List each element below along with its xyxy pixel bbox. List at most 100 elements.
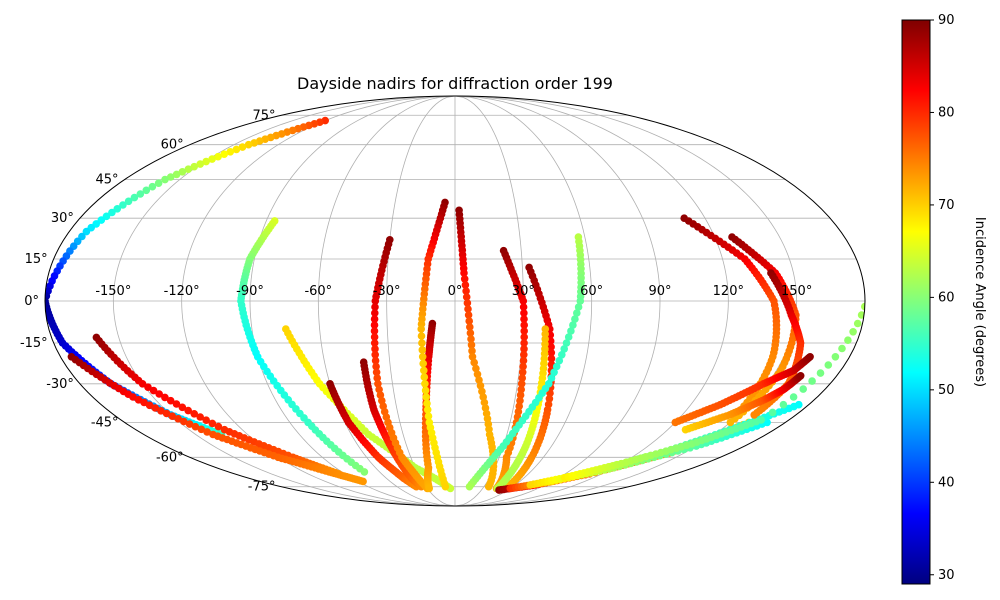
nadir-point (145, 401, 154, 410)
nadir-point (460, 275, 469, 283)
nadir-point (571, 315, 579, 323)
nadir-point (421, 380, 429, 388)
nadir-point (149, 386, 158, 395)
graticule (45, 95, 865, 507)
nadir-point (166, 173, 175, 181)
nadir-point (372, 362, 380, 371)
nadir-point (184, 165, 193, 173)
nadir-point (108, 208, 116, 217)
lon-tick-label: 60° (580, 284, 603, 299)
nadir-point (238, 143, 247, 151)
lon-tick-label: -60° (304, 284, 332, 299)
data-points (45, 116, 865, 494)
nadir-point (220, 150, 228, 158)
nadir-point (520, 327, 528, 335)
lat-tick-label: -45° (91, 415, 119, 430)
nadir-point (119, 201, 127, 209)
nadir-point (418, 353, 427, 361)
nadir-point (484, 482, 493, 491)
nadir-point (154, 179, 163, 187)
nadir-point (569, 321, 577, 329)
nadir-point (203, 428, 211, 436)
nadir-point (374, 380, 382, 388)
nadir-point (795, 400, 803, 409)
nadir-point (172, 400, 181, 408)
nadir-point (370, 321, 379, 329)
nadir-point (130, 193, 139, 202)
nadir-point (148, 182, 157, 191)
nadir-point (417, 325, 426, 333)
nadir-point (196, 160, 204, 168)
nadir-point (520, 321, 528, 329)
nadir-point (419, 359, 428, 368)
nadir-point (520, 351, 528, 359)
nadir-point (420, 373, 429, 381)
nadir-point (547, 343, 555, 351)
nadir-point (757, 416, 765, 424)
nadir-point (468, 353, 477, 361)
nadir-point (472, 364, 480, 373)
lon-tick-label: 30° (512, 284, 535, 299)
colorbar-tick-label: 80 (938, 105, 955, 120)
lon-tick-label: 90° (648, 284, 671, 299)
nadir-point (574, 303, 583, 311)
nadir-point (371, 351, 380, 359)
nadir-point (178, 403, 187, 412)
nadir-point (142, 186, 151, 195)
nadir-point (464, 305, 472, 313)
nadir-point (768, 408, 777, 417)
nadir-point (370, 327, 379, 335)
nadir-point (517, 380, 526, 388)
nadir-point (45, 292, 51, 300)
nadir-point (466, 323, 474, 331)
nadir-point (849, 328, 857, 336)
lat-tick-label: 15° (25, 252, 48, 267)
nadir-point (750, 411, 758, 419)
nadir-point (155, 390, 163, 398)
lat-tick-label: -15° (20, 336, 48, 351)
nadir-point (461, 281, 470, 289)
colorbar-ticks: 30 40 50 60 70 80 90 (930, 13, 955, 583)
nadir-point (423, 406, 432, 414)
lon-tick-label: 0° (448, 284, 463, 299)
lat-tick-label: 45° (96, 173, 119, 188)
nadir-point (547, 354, 556, 363)
nadir-point (417, 332, 426, 340)
lat-tick-label: 30° (51, 211, 74, 226)
nadir-point (517, 385, 525, 394)
lat-tick-label: -60° (156, 450, 184, 465)
lon-tick-label: -150° (95, 284, 131, 299)
nadir-point (558, 351, 566, 359)
nadir-point (808, 377, 816, 385)
nadir-point (151, 404, 160, 412)
longitude-tick-labels: -150° -120° -90° -60° -30° 0° 30° 60° 90° 120° 150… (95, 284, 812, 299)
nadir-point (191, 422, 200, 431)
nadir-point (420, 366, 428, 375)
nadir-point (360, 468, 369, 476)
nadir-point (796, 372, 805, 380)
nadir-point (779, 400, 788, 409)
nadir-point (824, 361, 833, 369)
nadir-point (831, 353, 840, 361)
nadir-point (168, 412, 177, 421)
nadir-point (799, 385, 807, 393)
nadir-point (190, 162, 198, 171)
nadir-point (418, 346, 427, 354)
nadir-point (370, 333, 379, 341)
nadir-point (552, 362, 561, 371)
nadir-point (516, 391, 525, 399)
colorbar-tick-label: 90 (938, 13, 955, 28)
nadir-point (466, 329, 475, 337)
nadir-point (359, 477, 367, 486)
nadir-point (157, 407, 165, 415)
nadir-point (460, 269, 468, 277)
lon-tick-label: 120° (713, 284, 744, 299)
nadir-point (202, 416, 210, 425)
nadir-point (370, 315, 379, 323)
nadir-point (470, 358, 479, 367)
nadir-point (424, 412, 433, 421)
nadir-point (418, 339, 426, 347)
nadir-point (208, 419, 217, 428)
nadir-point (371, 356, 380, 365)
lat-tick-label: -30° (46, 377, 74, 392)
